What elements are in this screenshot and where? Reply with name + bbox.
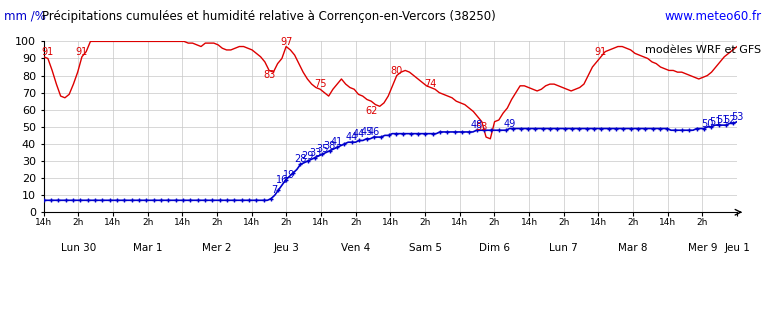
Text: 62: 62 [365, 106, 377, 116]
Text: Précipitations cumulées et humidité relative à Corrençon-en-Vercors (38250): Précipitations cumulées et humidité rela… [42, 10, 496, 23]
Text: 44: 44 [353, 129, 366, 139]
Text: 49: 49 [503, 118, 516, 129]
Text: Mer 2: Mer 2 [202, 243, 232, 253]
Text: 74: 74 [425, 79, 437, 89]
Text: Ven 4: Ven 4 [341, 243, 370, 253]
Text: 91: 91 [595, 47, 607, 57]
Text: 97: 97 [280, 36, 292, 46]
Text: Mar 8: Mar 8 [618, 243, 648, 253]
Text: 28: 28 [295, 155, 307, 164]
Text: 35: 35 [316, 144, 329, 154]
Text: 33: 33 [309, 148, 321, 157]
Text: modèles WRF et GFS: modèles WRF et GFS [645, 45, 761, 55]
Text: www.meteo60.fr: www.meteo60.fr [664, 10, 761, 23]
Text: Mer 9: Mer 9 [688, 243, 717, 253]
Text: 91: 91 [42, 47, 54, 57]
Text: 45: 45 [360, 127, 373, 137]
Text: 41: 41 [331, 137, 343, 147]
Text: mm /%: mm /% [4, 10, 46, 23]
Text: 75: 75 [314, 79, 327, 89]
Text: Jeu 3: Jeu 3 [273, 243, 299, 253]
Text: 29: 29 [301, 151, 314, 161]
Text: 16: 16 [276, 175, 288, 185]
Text: Jeu 1: Jeu 1 [724, 243, 750, 253]
Text: 50: 50 [702, 118, 714, 129]
Text: 48: 48 [470, 120, 483, 130]
Text: 91: 91 [76, 47, 88, 57]
Text: 44: 44 [346, 132, 358, 142]
Text: 51: 51 [709, 117, 721, 127]
Text: 19: 19 [283, 170, 295, 180]
Text: Lun 7: Lun 7 [549, 243, 578, 253]
Text: 52: 52 [724, 115, 736, 125]
Text: 38: 38 [324, 141, 336, 151]
Text: 53: 53 [731, 112, 744, 122]
Text: Mar 1: Mar 1 [133, 243, 162, 253]
Text: Sam 5: Sam 5 [409, 243, 441, 253]
Text: 51: 51 [716, 115, 728, 125]
Text: 7: 7 [272, 185, 278, 195]
Text: Lun 30: Lun 30 [60, 243, 96, 253]
Text: 80: 80 [391, 66, 403, 76]
Text: Dim 6: Dim 6 [479, 243, 509, 253]
Text: 83: 83 [263, 70, 275, 80]
Text: 53: 53 [476, 122, 488, 132]
Text: 46: 46 [368, 127, 380, 137]
